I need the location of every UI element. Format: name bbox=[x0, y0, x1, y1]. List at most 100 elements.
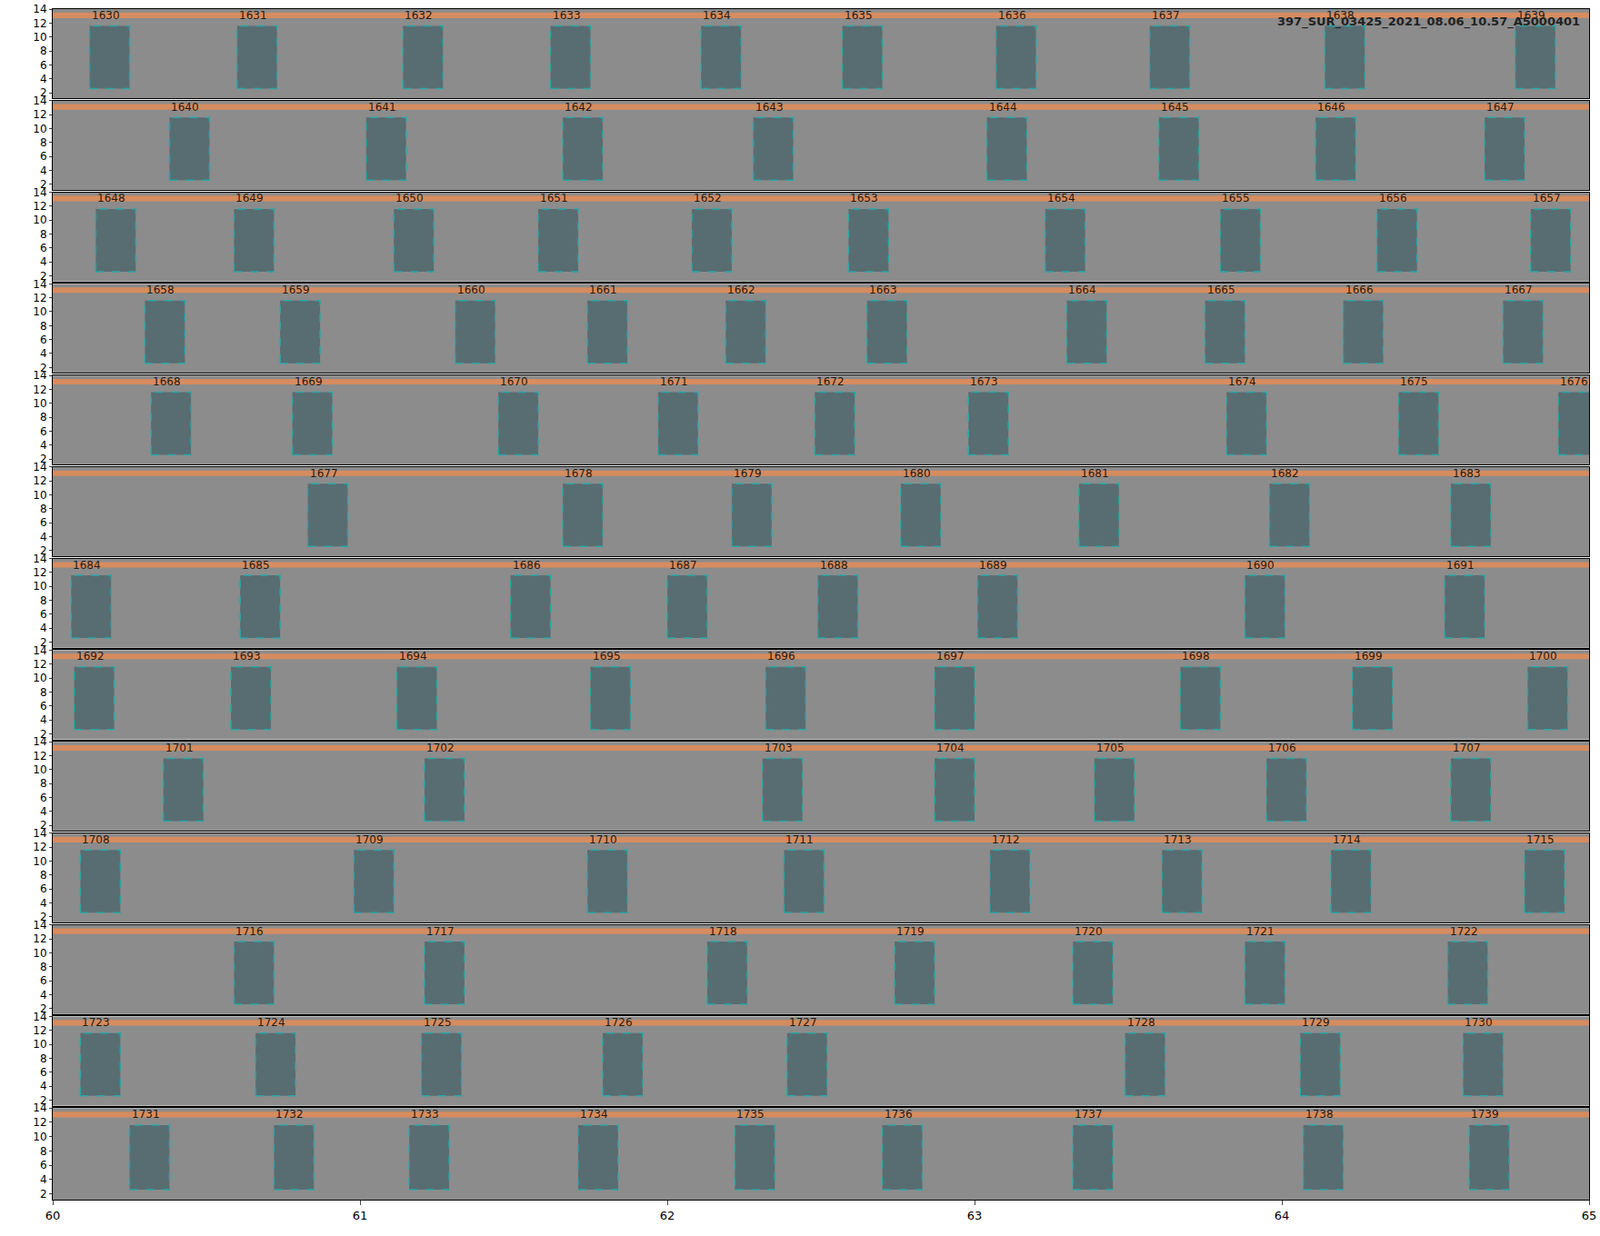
svg-text:1734: 1734 bbox=[580, 1108, 609, 1121]
svg-text:1729: 1729 bbox=[1301, 1016, 1330, 1030]
svg-text:1664: 1664 bbox=[1068, 283, 1097, 297]
svg-text:1666: 1666 bbox=[1345, 283, 1374, 297]
svg-text:14: 14 bbox=[32, 186, 47, 200]
svg-text:1690: 1690 bbox=[1246, 559, 1275, 572]
svg-text:12: 12 bbox=[32, 1024, 47, 1038]
svg-text:4: 4 bbox=[40, 255, 48, 269]
svg-text:1724: 1724 bbox=[257, 1016, 286, 1030]
svg-text:6: 6 bbox=[40, 1066, 48, 1080]
svg-text:12: 12 bbox=[32, 750, 47, 763]
svg-text:1696: 1696 bbox=[767, 650, 796, 663]
svg-text:1675: 1675 bbox=[1400, 375, 1429, 389]
svg-text:8: 8 bbox=[40, 502, 48, 516]
svg-text:1632: 1632 bbox=[404, 9, 433, 22]
svg-text:1728: 1728 bbox=[1127, 1016, 1156, 1030]
svg-text:14: 14 bbox=[32, 827, 47, 840]
svg-text:1651: 1651 bbox=[540, 191, 569, 205]
svg-text:1730: 1730 bbox=[1464, 1016, 1493, 1030]
svg-text:4: 4 bbox=[40, 1080, 48, 1093]
svg-text:1717: 1717 bbox=[426, 925, 455, 939]
svg-text:8: 8 bbox=[40, 869, 48, 882]
svg-text:6: 6 bbox=[40, 333, 48, 347]
svg-text:1641: 1641 bbox=[368, 100, 397, 114]
svg-text:1726: 1726 bbox=[604, 1016, 633, 1030]
svg-text:1667: 1667 bbox=[1504, 283, 1533, 297]
svg-text:14: 14 bbox=[32, 919, 47, 932]
svg-text:1714: 1714 bbox=[1332, 833, 1361, 847]
svg-text:1736: 1736 bbox=[884, 1108, 913, 1121]
svg-text:2: 2 bbox=[40, 178, 48, 191]
svg-text:60: 60 bbox=[45, 1209, 61, 1223]
svg-text:1700: 1700 bbox=[1529, 650, 1558, 663]
svg-text:1699: 1699 bbox=[1354, 650, 1383, 663]
svg-text:8: 8 bbox=[40, 1145, 48, 1159]
svg-text:63: 63 bbox=[967, 1209, 983, 1223]
svg-text:65: 65 bbox=[1581, 1209, 1598, 1223]
svg-text:12: 12 bbox=[32, 291, 47, 305]
svg-text:8: 8 bbox=[40, 136, 48, 150]
svg-text:1725: 1725 bbox=[423, 1016, 452, 1030]
svg-text:1673: 1673 bbox=[970, 375, 999, 389]
svg-text:1648: 1648 bbox=[97, 191, 126, 205]
svg-text:1634: 1634 bbox=[702, 9, 731, 22]
svg-text:1720: 1720 bbox=[1074, 925, 1103, 939]
svg-text:8: 8 bbox=[40, 410, 48, 424]
svg-text:10: 10 bbox=[32, 1130, 47, 1144]
svg-text:1655: 1655 bbox=[1221, 191, 1250, 205]
svg-text:2: 2 bbox=[40, 361, 48, 375]
svg-text:1722: 1722 bbox=[1450, 925, 1479, 939]
svg-text:1731: 1731 bbox=[131, 1108, 160, 1121]
svg-text:1663: 1663 bbox=[869, 283, 898, 297]
svg-text:1701: 1701 bbox=[165, 741, 194, 755]
svg-text:1733: 1733 bbox=[410, 1108, 440, 1121]
svg-text:8: 8 bbox=[40, 1052, 48, 1066]
svg-text:2: 2 bbox=[40, 452, 48, 466]
svg-text:8: 8 bbox=[40, 44, 48, 58]
svg-text:2: 2 bbox=[40, 270, 48, 283]
svg-text:12: 12 bbox=[32, 932, 47, 946]
svg-text:12: 12 bbox=[32, 17, 47, 30]
svg-text:1644: 1644 bbox=[989, 100, 1018, 114]
svg-text:1738: 1738 bbox=[1305, 1108, 1334, 1121]
svg-text:1646: 1646 bbox=[1317, 100, 1346, 114]
svg-text:12: 12 bbox=[32, 108, 47, 121]
svg-text:8: 8 bbox=[40, 594, 48, 608]
svg-text:6: 6 bbox=[40, 700, 48, 713]
svg-text:8: 8 bbox=[40, 777, 48, 790]
svg-text:1721: 1721 bbox=[1246, 925, 1275, 939]
svg-text:1680: 1680 bbox=[902, 467, 931, 480]
svg-text:8: 8 bbox=[40, 320, 48, 333]
svg-text:61: 61 bbox=[352, 1209, 369, 1223]
svg-text:12: 12 bbox=[32, 1116, 47, 1130]
svg-text:1660: 1660 bbox=[457, 283, 486, 297]
svg-text:1712: 1712 bbox=[991, 833, 1020, 847]
svg-text:1711: 1711 bbox=[785, 833, 814, 847]
svg-text:12: 12 bbox=[32, 474, 47, 488]
svg-text:1682: 1682 bbox=[1270, 467, 1300, 480]
svg-text:1658: 1658 bbox=[146, 283, 175, 297]
svg-text:1678: 1678 bbox=[564, 467, 593, 480]
svg-text:1672: 1672 bbox=[816, 375, 845, 389]
svg-text:1649: 1649 bbox=[235, 191, 264, 205]
svg-text:1698: 1698 bbox=[1181, 650, 1210, 663]
svg-text:1652: 1652 bbox=[693, 191, 722, 205]
svg-text:10: 10 bbox=[32, 671, 47, 685]
svg-text:14: 14 bbox=[32, 94, 47, 108]
svg-text:14: 14 bbox=[32, 278, 47, 291]
svg-text:14: 14 bbox=[32, 1101, 47, 1115]
svg-text:397_SUR_03425_2021_08.06_10.57: 397_SUR_03425_2021_08.06_10.57_A5000401 bbox=[1277, 14, 1580, 30]
svg-text:14: 14 bbox=[32, 2, 47, 16]
svg-text:1681: 1681 bbox=[1080, 467, 1110, 480]
svg-text:10: 10 bbox=[32, 489, 47, 502]
svg-text:1692: 1692 bbox=[76, 650, 105, 663]
svg-text:1656: 1656 bbox=[1379, 191, 1408, 205]
svg-text:1708: 1708 bbox=[81, 833, 110, 847]
svg-text:1693: 1693 bbox=[232, 650, 261, 663]
svg-text:12: 12 bbox=[32, 840, 47, 854]
svg-text:1662: 1662 bbox=[727, 283, 756, 297]
svg-text:1677: 1677 bbox=[310, 467, 339, 480]
svg-text:1665: 1665 bbox=[1207, 283, 1236, 297]
svg-text:1697: 1697 bbox=[936, 650, 965, 663]
svg-text:14: 14 bbox=[32, 552, 47, 566]
svg-text:1710: 1710 bbox=[589, 833, 618, 847]
